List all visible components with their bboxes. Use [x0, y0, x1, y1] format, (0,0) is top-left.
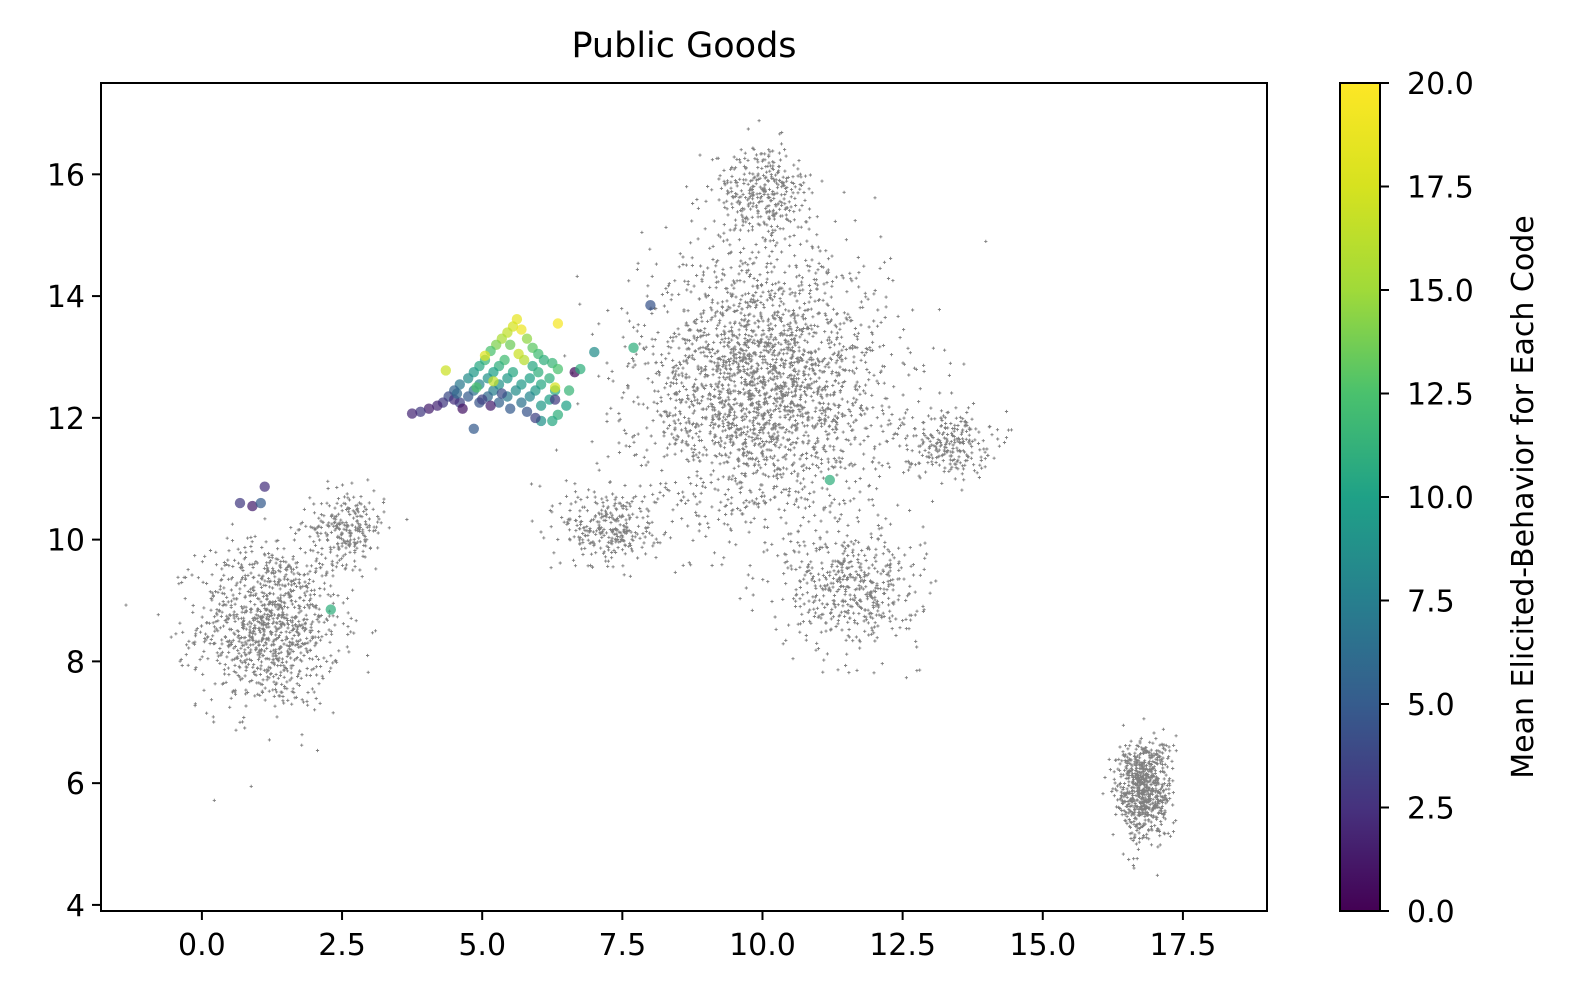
highlight-point — [325, 604, 336, 615]
highlight-point — [561, 400, 572, 411]
colorbar-tick-label: 2.5 — [1407, 792, 1455, 827]
y-tick-label: 4 — [66, 889, 85, 924]
highlight-point — [505, 403, 516, 414]
highlight-point — [533, 367, 544, 378]
x-tick-label: 12.5 — [869, 928, 936, 963]
plot-frame — [100, 82, 1268, 912]
background-marker-cloud — [124, 119, 1178, 877]
colorbar-tick-label: 20.0 — [1407, 67, 1474, 102]
colorbar-axis: 0.0 2.5 5.0 7.5 10.0 12.5 15.0 17.5 20.0 — [1380, 67, 1474, 930]
chart-title: Public Goods — [571, 26, 796, 66]
highlight-point — [516, 397, 527, 408]
highlight-point — [552, 363, 564, 375]
x-tick-label: 2.5 — [318, 928, 366, 963]
colorbar-tick-label: 5.0 — [1407, 688, 1455, 723]
colorbar-tick-label: 0.0 — [1407, 895, 1455, 930]
highlight-point — [563, 385, 575, 396]
x-tick-label: 10.0 — [729, 928, 796, 963]
highlight-point — [524, 373, 535, 384]
highlight-point — [521, 333, 533, 344]
highlight-point — [451, 388, 463, 399]
highlight-point — [547, 415, 558, 427]
highlight-point — [477, 394, 488, 405]
x-tick-label: 17.5 — [1150, 928, 1217, 963]
highlight-point — [496, 388, 507, 399]
colorbar-tick-label: 17.5 — [1407, 171, 1474, 206]
highlight-point — [549, 382, 561, 393]
highlight-point — [247, 500, 258, 512]
highlight-point — [432, 400, 443, 411]
highlight-point — [440, 365, 451, 376]
highlight-point — [521, 406, 533, 417]
highlight-point — [575, 363, 586, 375]
x-tick-label: 0.0 — [178, 928, 226, 963]
y-tick-label: 14 — [47, 280, 85, 315]
x-tick-label: 5.0 — [458, 928, 506, 963]
y-tick-label: 12 — [47, 402, 85, 437]
highlight-point — [457, 403, 468, 414]
x-tick-label: 15.0 — [1009, 928, 1076, 963]
highlight-point — [234, 497, 246, 509]
highlight-point — [589, 346, 600, 358]
highlight-points — [234, 300, 835, 615]
y-tick-label: 16 — [47, 158, 85, 193]
y-tick-label: 10 — [47, 524, 85, 559]
highlight-point — [502, 373, 513, 384]
colorbar-tick-label: 15.0 — [1407, 274, 1474, 309]
highlight-point — [463, 391, 474, 402]
highlight-point — [628, 342, 639, 353]
highlight-point — [552, 318, 564, 329]
highlight-point — [530, 412, 541, 424]
highlight-point — [824, 474, 835, 486]
colorbar-tick-label: 10.0 — [1407, 481, 1474, 516]
highlight-point — [505, 339, 516, 350]
y-tick-label: 6 — [66, 767, 85, 802]
background-points — [124, 119, 1178, 877]
colorbar-tick-label: 12.5 — [1407, 378, 1474, 413]
highlight-point — [423, 403, 435, 414]
x-tick-label: 7.5 — [598, 928, 646, 963]
highlight-point — [259, 481, 270, 492]
colorbar — [1339, 82, 1381, 912]
highlight-point — [415, 406, 426, 417]
highlight-point — [538, 354, 550, 366]
highlight-point — [255, 497, 266, 509]
highlight-point — [488, 376, 499, 387]
highlight-point — [485, 400, 496, 411]
highlight-point — [535, 400, 547, 411]
highlight-point — [516, 324, 527, 335]
highlight-point — [510, 385, 521, 396]
colorbar-tick-label: 7.5 — [1407, 585, 1455, 620]
highlight-point — [468, 423, 479, 434]
highlight-point — [463, 373, 474, 384]
highlight-point — [645, 300, 656, 311]
highlight-point — [549, 394, 561, 405]
highlight-point — [524, 391, 535, 402]
highlight-point — [406, 408, 418, 419]
highlight-point — [519, 354, 530, 366]
colorbar-label: Mean Elicited-Behavior for Each Code — [1506, 215, 1541, 778]
highlight-point — [479, 350, 491, 361]
highlight-point — [493, 397, 505, 408]
highlight-point — [471, 382, 482, 393]
y-axis: 4 6 8 10 12 14 16 — [47, 158, 101, 924]
y-tick-label: 8 — [66, 645, 85, 680]
x-axis: 0.0 2.5 5.0 7.5 10.0 12.5 15.0 17.5 — [178, 911, 1216, 963]
highlight-point — [544, 373, 555, 384]
